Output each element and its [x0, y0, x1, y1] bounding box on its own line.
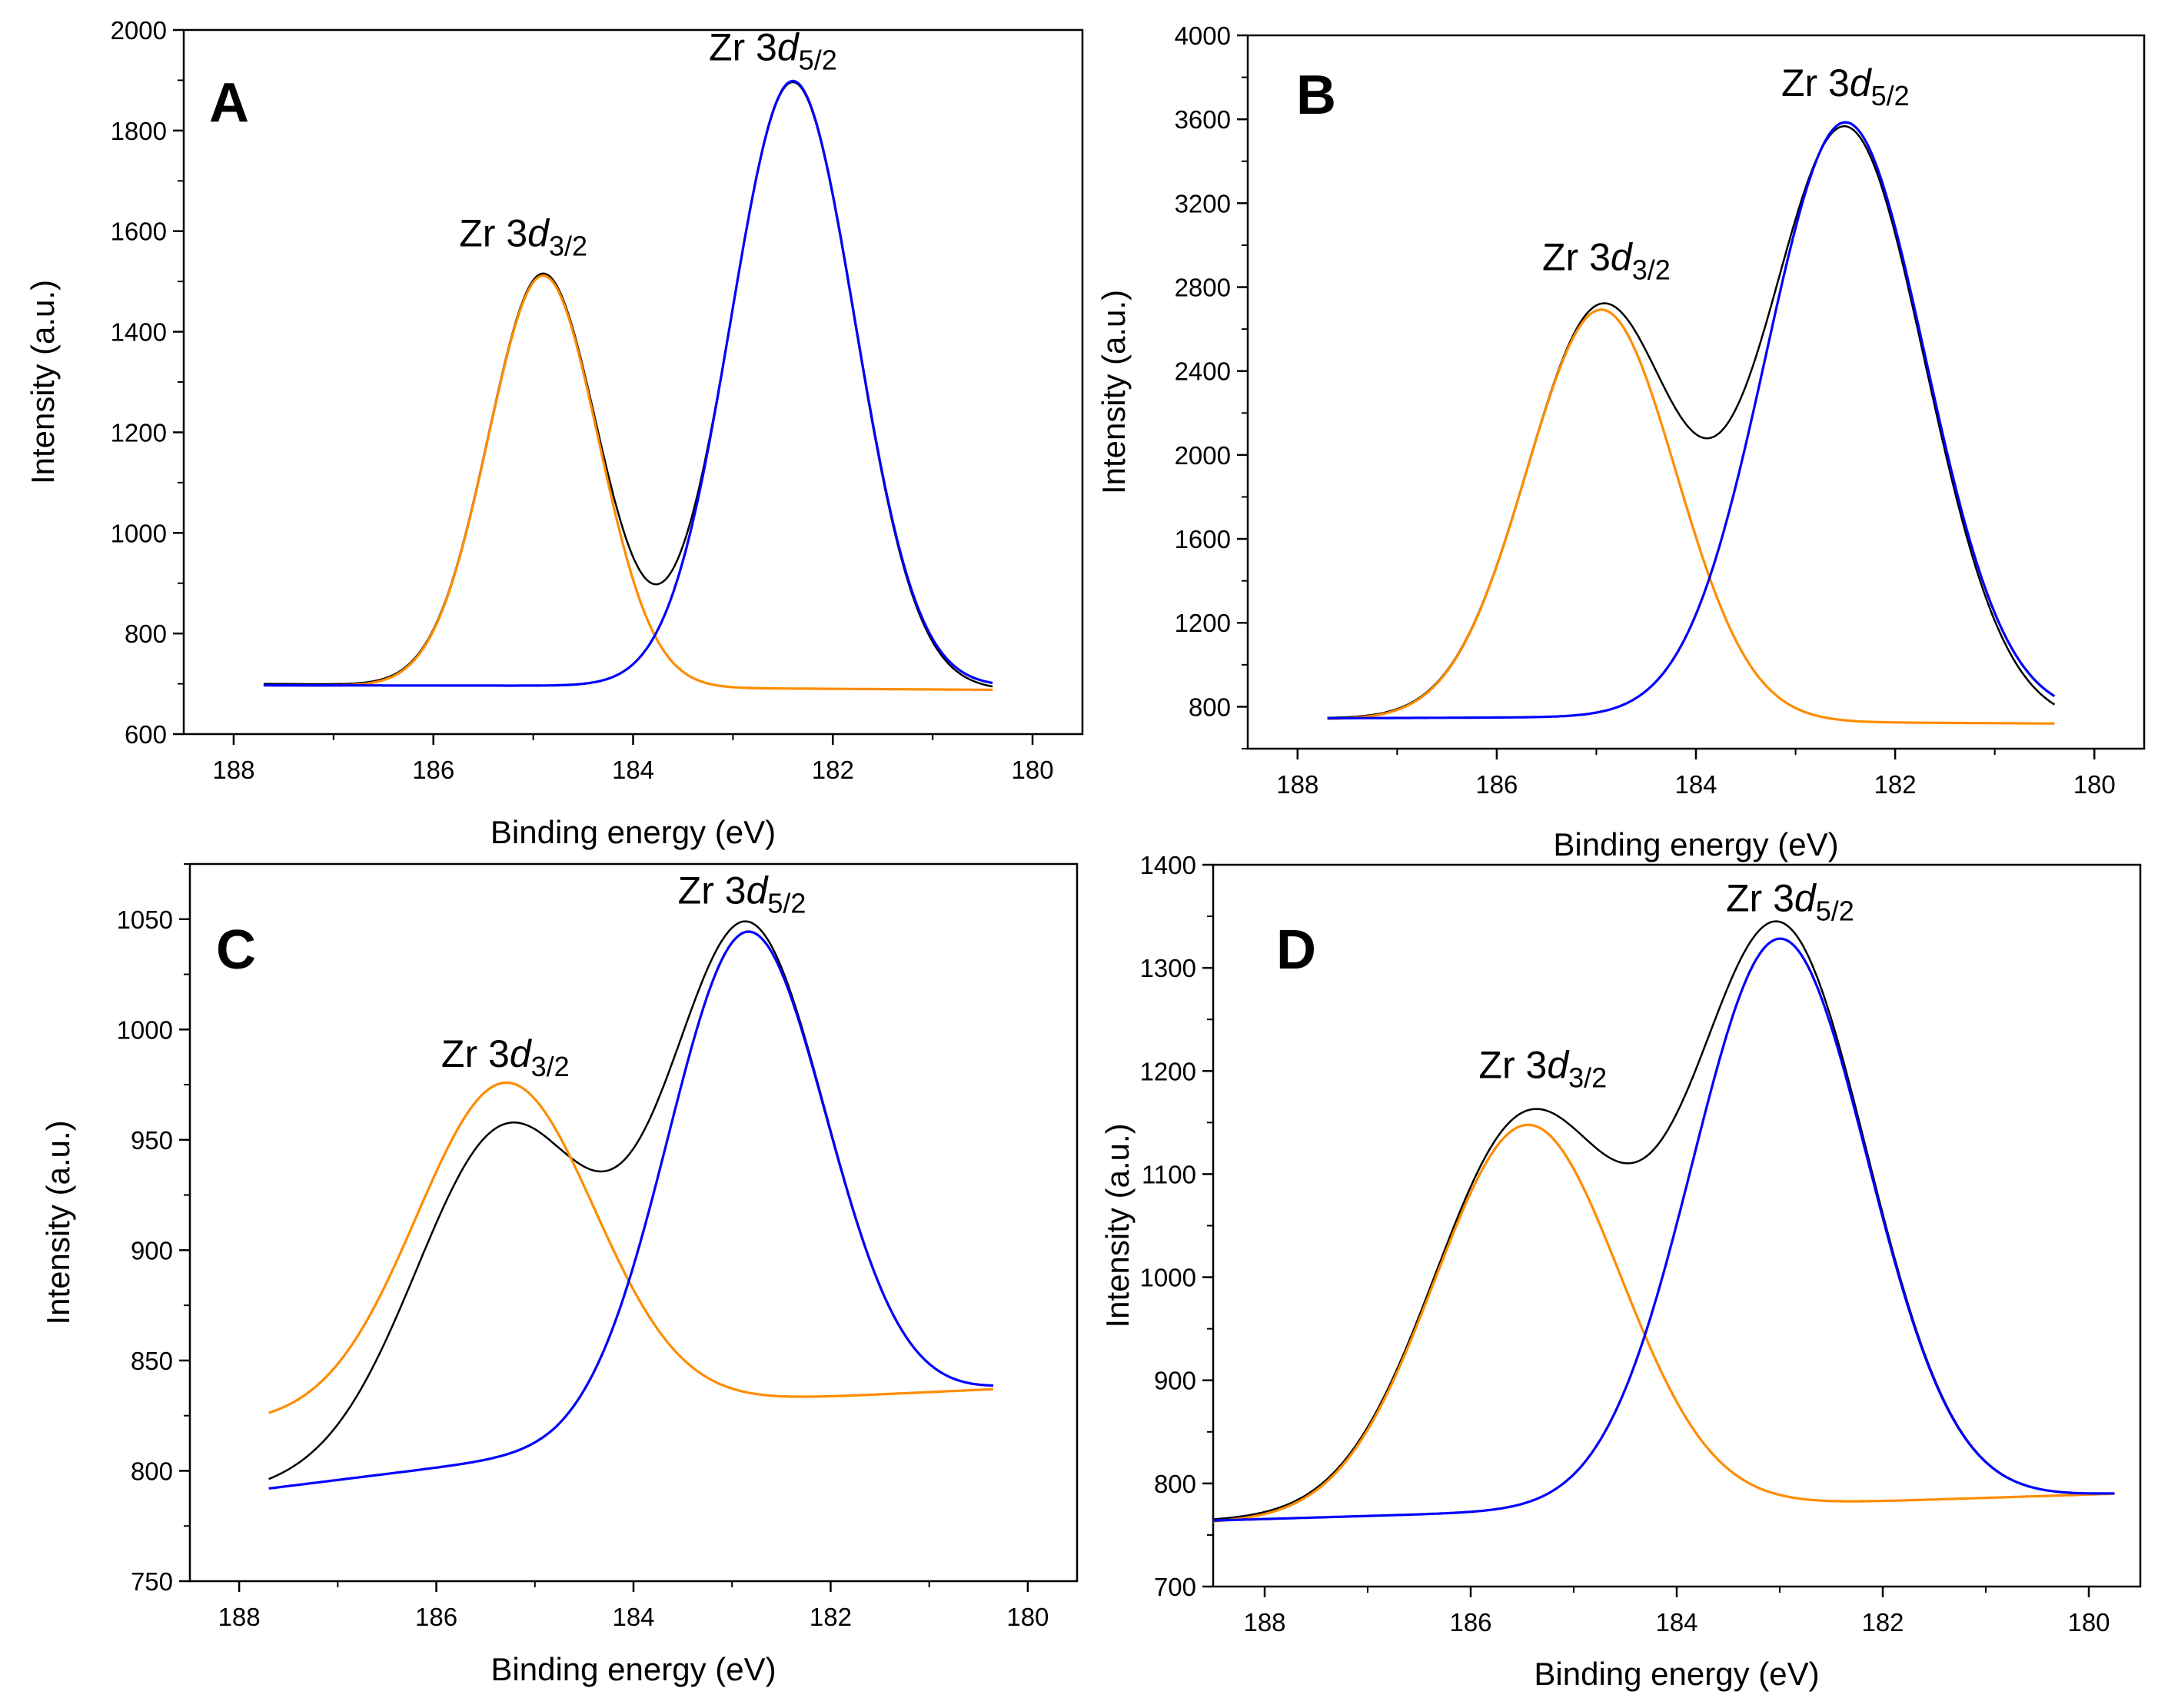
- y-tick-label: 800: [125, 620, 167, 648]
- y-tick-label: 700: [1154, 1573, 1196, 1601]
- panel-letter: B: [1296, 65, 1336, 126]
- x-tick-label: 186: [1449, 1608, 1491, 1637]
- y-tick-label: 750: [131, 1567, 173, 1596]
- x-axis-title: Binding energy (eV): [1534, 1656, 1819, 1692]
- panel-letter: C: [216, 919, 256, 981]
- x-tick-label: 184: [612, 1603, 654, 1631]
- peak-label-3d32: Zr 3d3/2: [1542, 236, 1671, 286]
- y-tick-label: 1050: [117, 906, 173, 934]
- y-tick-label: 2000: [111, 16, 167, 45]
- x-tick-label: 184: [1674, 770, 1717, 799]
- envelope-curve: [1212, 920, 2115, 1520]
- plot-frame: [188, 862, 1079, 1583]
- panel-letter: D: [1276, 919, 1316, 981]
- y-tick-label: 1000: [117, 1015, 173, 1044]
- y-axis-title: Intensity (a.u.): [1096, 290, 1132, 494]
- envelope-curve: [263, 81, 993, 688]
- plot-frame: [1246, 34, 2146, 750]
- panel-d: 188 186 184 182 180 700 800 900 1000 1100 1200 1300…: [1099, 851, 2142, 1692]
- x-tick-label: 180: [1012, 756, 1054, 784]
- y-tick-label: 850: [131, 1347, 173, 1375]
- y-tick-label: 2400: [1175, 357, 1231, 386]
- x-tick-label: 182: [1874, 770, 1917, 799]
- y-tick-label: 800: [1189, 693, 1231, 721]
- x-tick-label: 188: [218, 1603, 261, 1631]
- x-tick-label: 184: [612, 756, 654, 784]
- x-tick-label: 182: [812, 756, 854, 784]
- peak-label-3d32: Zr 3d3/2: [441, 1032, 570, 1082]
- peak-label-3d52: Zr 3d5/2: [1781, 61, 1910, 111]
- peak-label-3d52: Zr 3d5/2: [678, 869, 806, 919]
- y-tick-label: 1000: [111, 519, 167, 547]
- y-tick-label: 2000: [1175, 441, 1231, 470]
- peak-label-3d32: Zr 3d3/2: [459, 211, 587, 261]
- y-tick-label: 800: [131, 1457, 173, 1485]
- y-tick-label: 1600: [111, 218, 167, 246]
- x-tick-label: 182: [810, 1603, 852, 1631]
- y-tick-label: 1100: [1142, 1160, 1196, 1188]
- y-tick-label: 800: [1154, 1470, 1196, 1498]
- x-axis-title: Binding energy (eV): [1553, 826, 1838, 862]
- x-tick-label: 188: [1243, 1608, 1285, 1637]
- x-axis-title: Binding energy (eV): [490, 1651, 776, 1687]
- y-tick-label: 3200: [1175, 189, 1231, 218]
- y-tick-label: 1400: [111, 318, 167, 347]
- plot-frame: [182, 28, 1084, 736]
- x-tick-label: 186: [415, 1603, 457, 1631]
- y-axis-title: Intensity (a.u.): [25, 280, 61, 484]
- zr-3d52-curve: [1327, 121, 2056, 720]
- peak-label-3d32: Zr 3d3/2: [1478, 1044, 1607, 1094]
- y-tick-label: 2800: [1175, 274, 1231, 302]
- x-tick-label: 188: [212, 756, 254, 784]
- zr-3d32-curve: [1327, 308, 2055, 725]
- x-tick-label: 186: [412, 756, 454, 784]
- panel-b: 188 186 184 182 180 800 1200 1600 2000 2400 2800 32…: [1096, 22, 2146, 862]
- y-tick-label: 950: [131, 1126, 173, 1155]
- y-tick-label: 600: [125, 720, 167, 749]
- x-tick-label: 184: [1655, 1608, 1697, 1637]
- panel-letter: A: [209, 72, 249, 134]
- y-tick-label: 1400: [1140, 851, 1196, 879]
- y-tick-label: 1200: [1175, 609, 1231, 637]
- y-axis-title: Intensity (a.u.): [1099, 1123, 1136, 1328]
- zr-3d52-curve: [1213, 937, 2115, 1522]
- y-axis-title: Intensity (a.u.): [40, 1120, 76, 1324]
- zr-3d32-curve: [1212, 1123, 2115, 1523]
- x-tick-label: 188: [1276, 770, 1318, 799]
- x-tick-label: 182: [1861, 1608, 1904, 1637]
- peak-label-3d52: Zr 3d5/2: [709, 25, 837, 75]
- x-tick-label: 186: [1475, 770, 1518, 799]
- x-tick-label: 180: [1006, 1603, 1049, 1631]
- zr-3d52-curve: [268, 930, 993, 1490]
- zr-3d52-curve: [263, 79, 993, 687]
- peak-label-3d52: Zr 3d5/2: [1726, 876, 1854, 926]
- zr-3d32-curve: [268, 1081, 994, 1414]
- y-tick-label: 1800: [111, 117, 167, 145]
- y-tick-label: 900: [131, 1236, 173, 1264]
- y-tick-label: 1600: [1175, 525, 1231, 553]
- y-tick-label: 1200: [1140, 1057, 1196, 1085]
- x-axis-title: Binding energy (eV): [490, 814, 776, 850]
- zr-3d32-curve: [263, 274, 993, 692]
- panel-c: 188 186 184 182 180 750 800 850 900 950 1000 1050 Bi…: [40, 862, 1079, 1687]
- y-tick-label: 900: [1154, 1367, 1196, 1395]
- envelope-curve: [1327, 125, 2056, 719]
- panel-a: 188 186 184 182 180 600 800 1000 1200 1400 1600 180…: [25, 16, 1084, 850]
- y-tick-label: 4000: [1175, 22, 1231, 50]
- x-tick-label: 180: [2073, 770, 2116, 799]
- y-tick-label: 1200: [111, 418, 167, 447]
- y-tick-label: 1300: [1140, 954, 1196, 982]
- x-tick-label: 180: [2067, 1608, 2110, 1637]
- y-tick-label: 1000: [1140, 1264, 1196, 1292]
- y-tick-label: 3600: [1175, 105, 1231, 134]
